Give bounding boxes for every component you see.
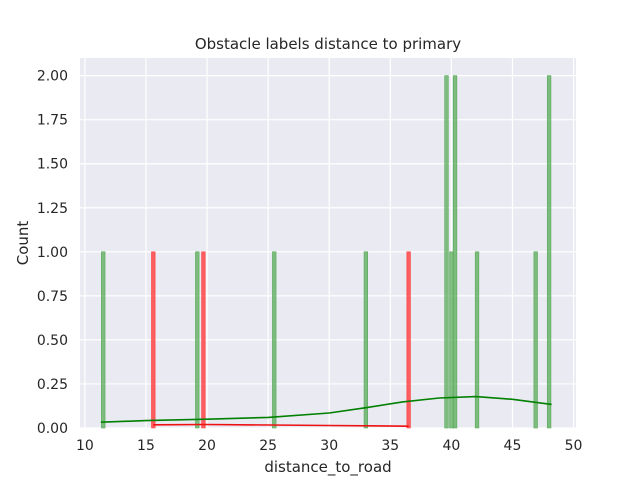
bar-green [452, 75, 458, 429]
y-axis-label: Count [14, 221, 32, 266]
bar-green [195, 251, 200, 429]
y-tick-label: 1.00 [37, 245, 68, 261]
y-tick-label: 0.50 [37, 333, 68, 349]
bar-green [101, 251, 106, 429]
bar-green [474, 251, 480, 429]
bar-green [444, 75, 449, 429]
x-tick-label: 30 [320, 438, 338, 454]
x-tick-label: 10 [76, 438, 94, 454]
bar-green [272, 251, 277, 429]
bar-red [406, 251, 411, 429]
x-tick-label: 50 [565, 438, 583, 454]
y-tick-label: 0.00 [37, 421, 68, 437]
y-tick-label: 2.00 [37, 69, 68, 85]
bar-green [533, 251, 538, 429]
y-tick-label: 1.25 [37, 201, 68, 217]
x-tick-label: 20 [198, 438, 216, 454]
grid [80, 58, 576, 429]
bar-green [363, 251, 369, 429]
y-tick-label: 1.50 [37, 157, 68, 173]
histogram-bars [101, 75, 552, 429]
bar-red [151, 251, 156, 429]
bar-green [449, 251, 454, 429]
y-tick-label: 0.75 [37, 289, 68, 305]
x-tick-label: 25 [259, 438, 277, 454]
x-tick-label: 40 [442, 438, 460, 454]
y-tick-label: 0.25 [37, 377, 68, 393]
y-tick-label: 1.75 [37, 113, 68, 129]
bar-red [201, 251, 206, 429]
kde-curves [100, 395, 552, 427]
x-axis-label: distance_to_road [264, 458, 391, 477]
chart-title: Obstacle labels distance to primary [195, 35, 461, 53]
kde-curve-green [100, 395, 552, 423]
x-tick-label: 15 [137, 438, 155, 454]
x-tick-label: 35 [381, 438, 399, 454]
kde-curve-red [153, 423, 409, 427]
y-tick-labels: 0.00 0.25 0.50 0.75 1.00 1.25 1.50 1.75 2.00 [37, 69, 68, 437]
x-tick-label: 45 [504, 438, 522, 454]
x-tick-labels: 10 15 20 25 30 35 40 45 50 [76, 438, 582, 454]
bar-green [546, 75, 552, 429]
